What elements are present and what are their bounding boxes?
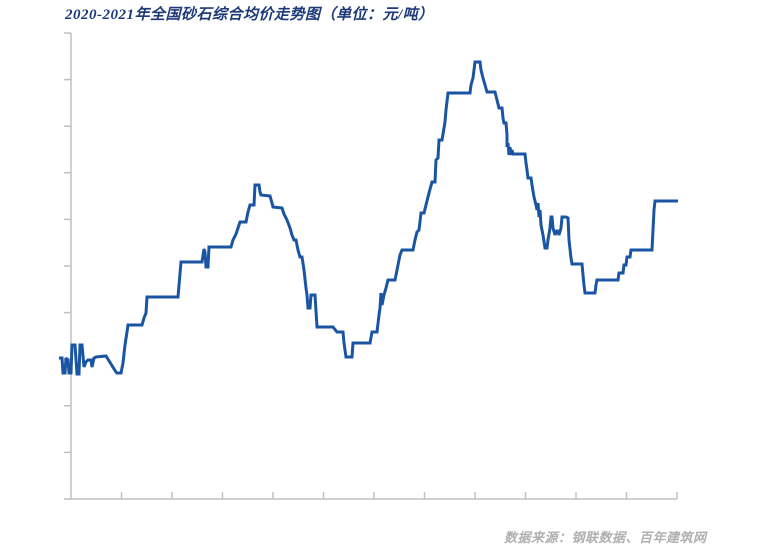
data-source-note: 数据来源：钢联数据、百年建筑网 — [504, 530, 707, 545]
price-line — [59, 60, 678, 376]
chart-title: 2020-2021年全国砂石综合均价走势图（单位：元/吨） — [65, 7, 434, 23]
axes — [64, 32, 678, 500]
axis-spines — [70, 33, 677, 500]
